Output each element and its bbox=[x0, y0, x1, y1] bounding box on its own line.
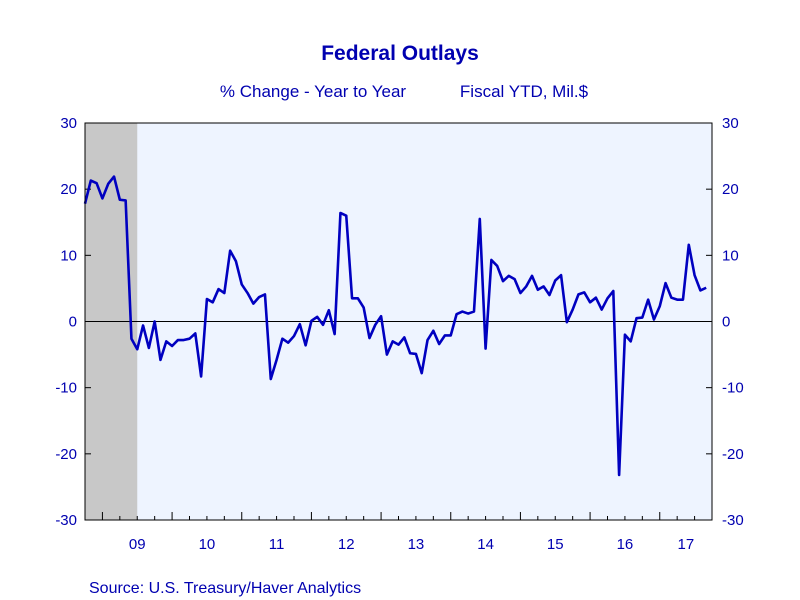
chart-subtitle-left: % Change - Year to Year bbox=[220, 82, 407, 101]
x-tick-label: 16 bbox=[617, 536, 634, 553]
x-tick-label: 17 bbox=[678, 536, 695, 553]
tick-labels: -30 -30 -20 -20 -10 -10 0 0 10 10 20 20 30 30 09 10 11 12… bbox=[55, 115, 743, 553]
x-tick-label: 14 bbox=[477, 536, 494, 553]
chart-source: Source: U.S. Treasury/Haver Analytics bbox=[89, 580, 361, 597]
y-tick-label-left: 0 bbox=[69, 314, 77, 331]
x-tick-label: 13 bbox=[408, 536, 425, 553]
x-tick-label: 12 bbox=[338, 536, 355, 553]
y-tick-label-right: -20 bbox=[722, 446, 744, 463]
x-tick-label: 15 bbox=[547, 536, 564, 553]
y-tick-label-right: -30 bbox=[722, 512, 744, 529]
y-tick-label-left: -20 bbox=[55, 446, 77, 463]
y-tick-label-right: -10 bbox=[722, 380, 744, 397]
y-tick-label-left: -30 bbox=[55, 512, 77, 529]
plot-frame bbox=[84, 122, 713, 521]
y-tick-label-right: 10 bbox=[722, 247, 739, 264]
y-tick-label-left: 30 bbox=[60, 115, 77, 132]
series-line-federal-outlays bbox=[83, 175, 707, 477]
x-tick-label: 09 bbox=[129, 536, 146, 553]
axis-ticks bbox=[84, 122, 713, 521]
y-tick-label-left: 10 bbox=[60, 247, 77, 264]
chart-title: Federal Outlays bbox=[321, 42, 479, 65]
x-tick-label: 11 bbox=[269, 536, 285, 553]
y-tick-label-left: 20 bbox=[60, 181, 77, 198]
y-tick-label-right: 0 bbox=[722, 314, 730, 331]
y-tick-label-left: -10 bbox=[55, 380, 77, 397]
chart-subtitle-right: Fiscal YTD, Mil.$ bbox=[460, 82, 589, 101]
x-tick-label: 10 bbox=[199, 536, 216, 553]
y-tick-label-right: 20 bbox=[722, 181, 739, 198]
y-tick-label-right: 30 bbox=[722, 115, 739, 132]
